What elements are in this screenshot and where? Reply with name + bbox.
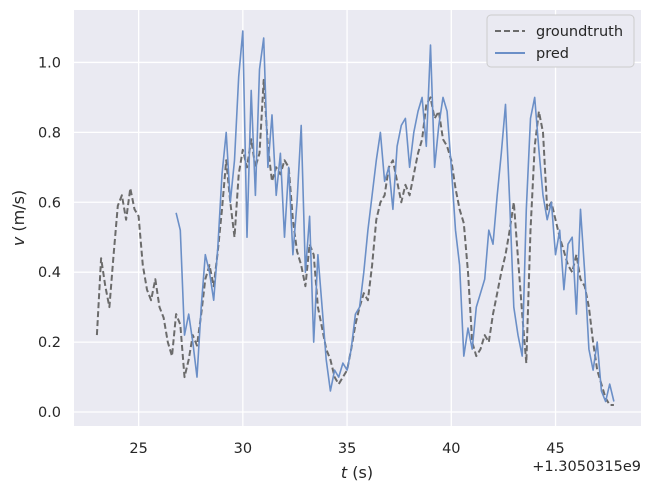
series-layer (95, 30, 615, 406)
y-tick-label: 0.4 (38, 265, 61, 281)
x-axis-var: t (341, 463, 348, 482)
x-axis-unit: (s) (347, 463, 373, 482)
y-tick-label: 0.6 (38, 195, 61, 211)
legend: groundtruth pred (486, 14, 635, 68)
legend-label-groundtruth: groundtruth (536, 24, 623, 40)
y-tick-label: 0.0 (38, 405, 61, 421)
x-tick-label: 30 (234, 441, 252, 457)
legend-label-pred: pred (536, 46, 569, 62)
y-tick-labels: 0.0 0.2 0.4 0.6 0.8 1.0 (38, 55, 61, 421)
series-line-groundtruth (95, 78, 614, 406)
x-tick-label: 40 (442, 441, 460, 457)
y-axis-unit: (m/s) (9, 190, 28, 237)
y-tick-label: 1.0 (38, 55, 61, 71)
x-offset-label: +1.3050315e9 (532, 459, 641, 475)
y-axis-label: v (m/s) (9, 190, 28, 246)
x-tick-label: 25 (129, 441, 147, 457)
x-tick-label: 35 (338, 441, 356, 457)
x-axis-label: t (s) (341, 463, 373, 482)
x-tick-labels: 25 30 35 40 45 (129, 441, 564, 457)
y-tick-label: 0.8 (38, 125, 61, 141)
y-axis-var: v (9, 236, 28, 246)
x-tick-label: 45 (546, 441, 564, 457)
series-line-pred (175, 30, 615, 403)
y-tick-label: 0.2 (38, 335, 61, 351)
